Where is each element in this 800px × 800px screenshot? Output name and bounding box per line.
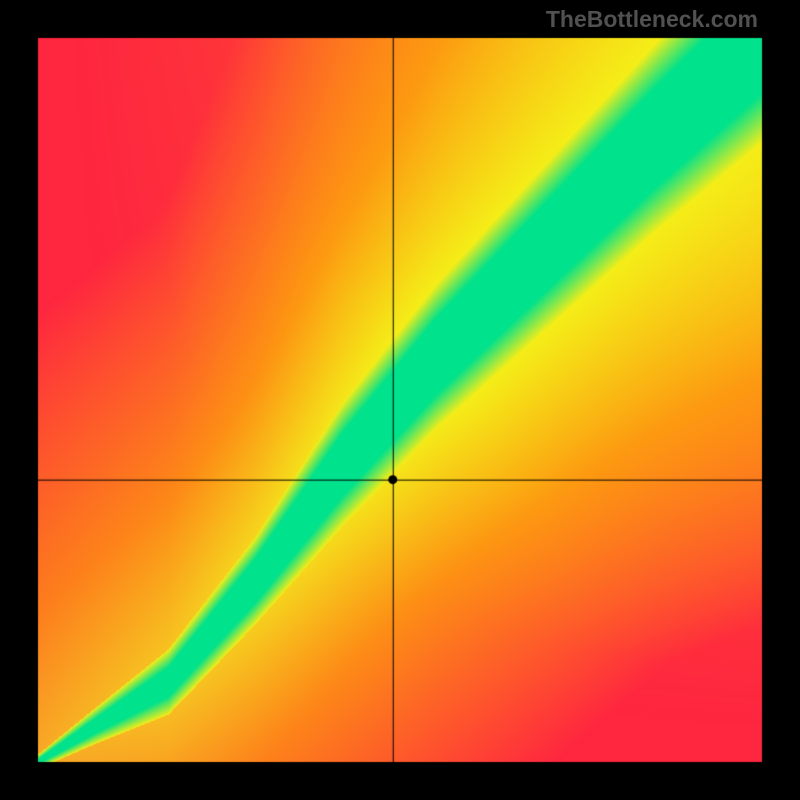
watermark-text: TheBottleneck.com — [546, 6, 758, 33]
heatmap-canvas — [0, 0, 800, 800]
chart-container: TheBottleneck.com — [0, 0, 800, 800]
